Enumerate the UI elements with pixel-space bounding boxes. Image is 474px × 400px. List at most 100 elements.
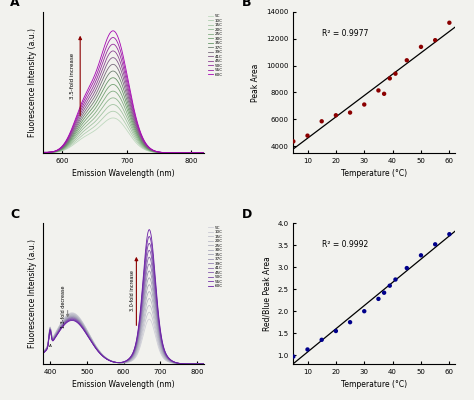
50C — [201, 362, 207, 366]
41C — [134, 125, 140, 130]
55C — [163, 150, 168, 155]
39C — [179, 361, 185, 366]
39C — [163, 150, 168, 155]
30C — [143, 145, 149, 150]
55C — [163, 351, 168, 356]
60C — [143, 141, 149, 146]
10C — [163, 357, 168, 362]
60C — [163, 350, 168, 355]
25C — [163, 150, 168, 155]
37C — [138, 321, 144, 326]
10C — [40, 350, 46, 355]
35C — [50, 336, 55, 341]
25C — [110, 89, 116, 94]
60C — [179, 150, 185, 155]
55C — [201, 150, 207, 155]
10C — [146, 310, 152, 315]
45C — [40, 351, 46, 356]
60C — [134, 118, 140, 122]
15C — [201, 362, 207, 366]
35C — [134, 130, 140, 135]
25C — [50, 336, 55, 341]
Line: 10C: 10C — [43, 312, 204, 364]
25C — [50, 150, 55, 154]
X-axis label: Emission Wavelength (nm): Emission Wavelength (nm) — [72, 380, 175, 390]
25C — [201, 150, 207, 155]
Text: A: A — [10, 0, 20, 9]
41C — [50, 337, 55, 342]
20C — [163, 356, 168, 361]
25C — [138, 141, 144, 146]
10C — [143, 317, 148, 322]
30C — [50, 336, 55, 341]
Line: 20C: 20C — [43, 298, 204, 364]
Legend: 5C, 10C, 15C, 20C, 25C, 30C, 35C, 37C, 39C, 41C, 45C, 50C, 55C, 60C: 5C, 10C, 15C, 20C, 25C, 30C, 35C, 37C, 3… — [207, 13, 224, 78]
20C — [201, 362, 207, 366]
35C — [201, 362, 207, 366]
10C — [110, 109, 116, 114]
60C — [40, 351, 46, 356]
5C — [40, 150, 46, 155]
39C — [40, 150, 46, 155]
Y-axis label: Peak Area: Peak Area — [251, 63, 260, 102]
55C — [134, 120, 140, 124]
37C — [143, 144, 149, 149]
15C — [40, 150, 46, 155]
35C — [179, 150, 185, 155]
Line: 25C: 25C — [43, 292, 204, 364]
37C — [143, 282, 148, 287]
20C — [110, 96, 116, 100]
55C — [110, 35, 116, 40]
Line: 60C: 60C — [43, 31, 204, 153]
41C — [110, 55, 116, 60]
5C — [201, 362, 207, 366]
37C — [179, 150, 185, 155]
X-axis label: Emission Wavelength (nm): Emission Wavelength (nm) — [72, 169, 175, 178]
30C — [201, 362, 207, 366]
10C — [50, 150, 55, 155]
45C — [201, 362, 207, 366]
Point — [392, 70, 399, 77]
60C — [163, 150, 168, 155]
10C — [138, 144, 144, 149]
30C — [40, 150, 46, 155]
25C — [201, 362, 207, 366]
39C — [138, 136, 144, 141]
Line: 41C: 41C — [43, 58, 204, 153]
60C — [110, 28, 116, 33]
Line: 60C: 60C — [43, 230, 204, 364]
10C — [201, 362, 207, 366]
25C — [40, 150, 46, 155]
37C — [146, 268, 152, 273]
15C — [143, 147, 149, 152]
37C — [163, 150, 168, 155]
50C — [163, 351, 168, 356]
41C — [201, 150, 207, 155]
50C — [110, 42, 116, 47]
Line: 15C: 15C — [43, 104, 204, 153]
30C — [110, 82, 116, 87]
50C — [40, 351, 46, 356]
39C — [40, 351, 46, 356]
Line: 35C: 35C — [43, 278, 204, 364]
30C — [50, 150, 55, 154]
35C — [40, 350, 46, 355]
35C — [143, 144, 149, 149]
15C — [179, 362, 185, 366]
45C — [50, 150, 55, 154]
Point — [403, 265, 410, 271]
Line: 45C: 45C — [43, 250, 204, 364]
55C — [143, 142, 149, 146]
Point — [332, 328, 340, 334]
45C — [143, 264, 148, 269]
50C — [146, 241, 152, 246]
Point — [290, 353, 297, 360]
30C — [143, 294, 148, 298]
25C — [179, 150, 185, 155]
41C — [134, 342, 139, 347]
5C — [201, 150, 207, 155]
Line: 39C: 39C — [43, 264, 204, 364]
41C — [146, 255, 152, 260]
50C — [201, 150, 207, 155]
60C — [179, 361, 185, 366]
